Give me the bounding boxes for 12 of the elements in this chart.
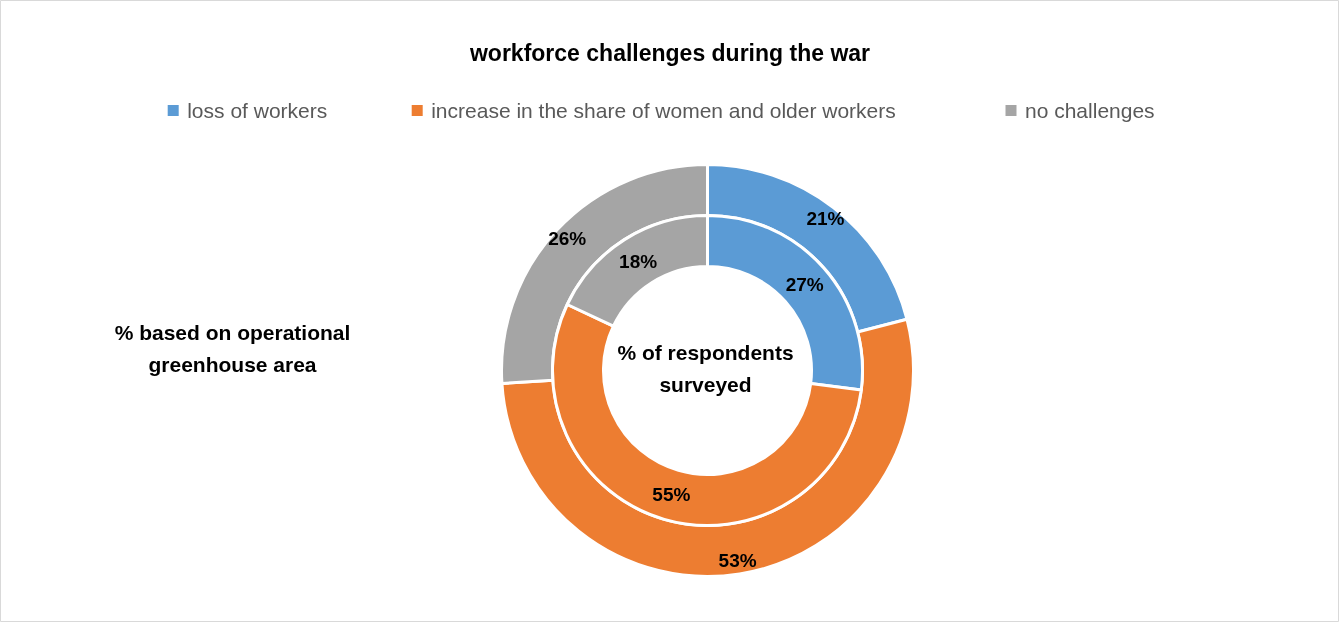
chart-title: workforce challenges during the war bbox=[468, 39, 871, 66]
data-label: 53% bbox=[718, 550, 757, 572]
slice-label: % based on operational greenhouse area bbox=[114, 321, 351, 376]
data-label: 27% bbox=[785, 274, 824, 296]
data-label: 21% bbox=[806, 207, 845, 229]
slice-label: % of respondents surveyed bbox=[617, 341, 794, 396]
legend-label: loss of workers bbox=[187, 99, 328, 122]
data-label: 55% bbox=[652, 484, 691, 506]
data-label: 26% bbox=[548, 228, 587, 250]
legend-label: no challenges bbox=[1025, 99, 1155, 122]
data-label: 18% bbox=[619, 250, 658, 272]
legend-label: increase in the share of women and older workers bbox=[431, 99, 896, 122]
